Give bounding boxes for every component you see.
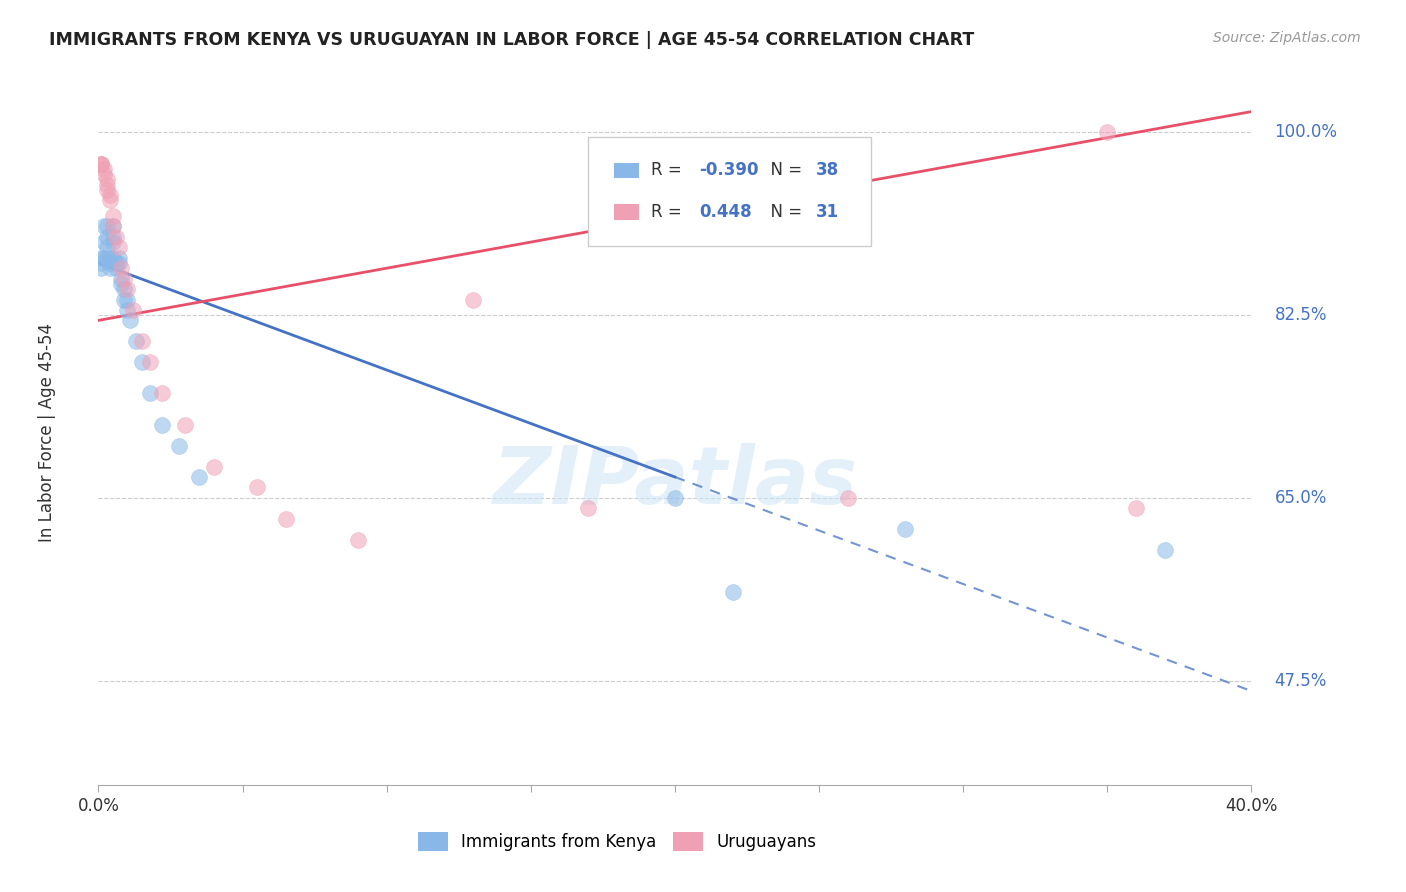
Point (246, 480, 269, 494)
Point (90, 157, 112, 171)
Point (1154, 543, 1177, 558)
Point (90, 157, 112, 171)
Point (721, 584, 744, 599)
Text: 82.5%: 82.5% (1274, 306, 1327, 324)
Point (110, 277, 132, 291)
Text: IMMIGRANTS FROM KENYA VS URUGUAYAN IN LABOR FORCE | AGE 45-54 CORRELATION CHART: IMMIGRANTS FROM KENYA VS URUGUAYAN IN LA… (49, 31, 974, 49)
Point (150, 417, 173, 432)
Point (96, 251, 118, 265)
Point (131, 334, 153, 349)
Point (96, 219, 118, 234)
Point (90, 251, 112, 265)
Point (90, 157, 112, 171)
Point (96, 178, 118, 192)
Point (98, 188, 121, 202)
Point (1125, 501, 1147, 516)
Text: R =: R = (651, 203, 686, 221)
Point (131, 355, 153, 369)
Point (98, 256, 121, 270)
Point (117, 293, 139, 307)
Point (93, 251, 115, 265)
Text: R =: R = (651, 161, 686, 179)
Point (122, 302, 145, 317)
Text: 38: 38 (815, 161, 838, 179)
Point (93, 167, 115, 181)
Point (150, 386, 173, 401)
Point (107, 251, 129, 265)
Point (274, 512, 297, 526)
Point (96, 172, 118, 186)
Text: 47.5%: 47.5% (1274, 672, 1327, 690)
Point (93, 161, 115, 176)
Point (664, 491, 686, 505)
Point (188, 470, 211, 484)
Point (96, 230, 118, 244)
Text: -0.390: -0.390 (699, 161, 759, 179)
Point (112, 282, 135, 296)
Point (461, 293, 484, 307)
Point (346, 533, 368, 547)
Point (104, 261, 127, 276)
Point (98, 261, 121, 276)
FancyBboxPatch shape (589, 136, 870, 246)
Point (112, 293, 135, 307)
Point (117, 282, 139, 296)
Point (837, 491, 859, 505)
Point (101, 209, 124, 223)
Point (96, 240, 118, 254)
FancyBboxPatch shape (614, 204, 640, 220)
Point (112, 271, 135, 285)
Point (98, 194, 121, 208)
Point (101, 219, 124, 234)
Point (93, 235, 115, 249)
Text: 31: 31 (815, 203, 838, 221)
Point (93, 219, 115, 234)
Point (90, 261, 112, 276)
Point (894, 522, 917, 536)
Text: In Labor Force | Age 45-54: In Labor Force | Age 45-54 (38, 323, 56, 542)
Point (139, 355, 162, 369)
Point (96, 183, 118, 197)
Text: ZIPatlas: ZIPatlas (492, 443, 858, 521)
FancyBboxPatch shape (614, 162, 640, 178)
Point (104, 230, 127, 244)
Point (202, 459, 225, 474)
Point (98, 251, 121, 265)
Point (139, 386, 162, 401)
Text: 65.0%: 65.0% (1274, 489, 1327, 507)
Text: N =: N = (761, 161, 807, 179)
Point (125, 334, 148, 349)
Point (120, 313, 142, 327)
Legend: Immigrants from Kenya, Uruguayans: Immigrants from Kenya, Uruguayans (412, 825, 823, 858)
Point (117, 302, 139, 317)
Point (101, 219, 124, 234)
Point (578, 501, 600, 516)
Point (104, 256, 127, 270)
Point (110, 261, 132, 276)
Point (174, 417, 197, 432)
Point (110, 271, 132, 285)
Text: 100.0%: 100.0% (1274, 123, 1337, 142)
Point (90, 256, 112, 270)
Point (101, 251, 124, 265)
Point (101, 230, 124, 244)
Point (1097, 126, 1119, 140)
Point (101, 235, 124, 249)
Point (107, 256, 129, 270)
Text: N =: N = (761, 203, 807, 221)
Point (167, 439, 190, 453)
Text: Source: ZipAtlas.com: Source: ZipAtlas.com (1213, 31, 1361, 45)
Text: 0.448: 0.448 (699, 203, 752, 221)
Point (107, 240, 129, 254)
